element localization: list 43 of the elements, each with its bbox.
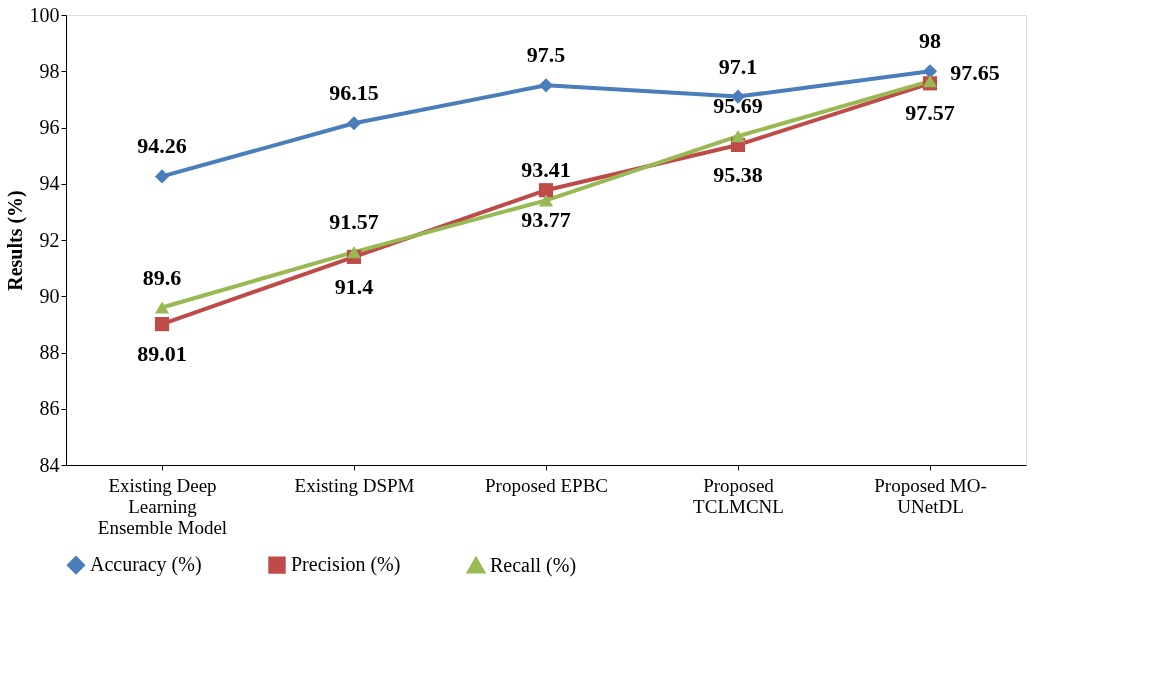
- data-label: 93.41: [521, 157, 571, 183]
- y-axis-title: Results (%): [3, 190, 27, 291]
- y-tick-label: 88: [39, 341, 60, 363]
- y-tick-label: 92: [39, 228, 60, 251]
- data-label: 95.69: [713, 93, 763, 119]
- point: [154, 169, 170, 184]
- x-tick-label: Existing DSPM: [294, 474, 415, 496]
- data-label: 89.01: [137, 341, 187, 367]
- data-label: 97.57: [905, 100, 955, 126]
- data-label: 97.1: [718, 53, 758, 79]
- point: [346, 245, 362, 259]
- y-tick-label: 84: [39, 453, 60, 476]
- data-label: 93.77: [521, 207, 571, 233]
- point: [730, 130, 746, 143]
- y-tick-label: 90: [39, 284, 60, 307]
- y-tick-label: 86: [39, 397, 60, 420]
- data-label: 91.57: [329, 209, 379, 235]
- data-label: 97.5: [526, 42, 566, 68]
- legend-label: Accuracy (%): [90, 553, 202, 577]
- point: [538, 183, 554, 198]
- point: [154, 317, 170, 332]
- point: [346, 116, 362, 131]
- data-label: 96.15: [329, 80, 379, 106]
- point: [538, 194, 554, 207]
- y-tick-label: 100: [29, 3, 60, 26]
- x-tick-label: Proposed EPBC: [485, 474, 608, 496]
- data-label: 97.65: [950, 60, 1000, 86]
- y-tick-label: 96: [39, 116, 60, 138]
- data-label: 94.26: [137, 133, 187, 159]
- data-label: 95.38: [713, 161, 763, 187]
- y-tick-label: 98: [39, 59, 60, 82]
- data-label: 89.6: [142, 264, 182, 290]
- point: [538, 78, 554, 93]
- y-tick-label: 94: [39, 172, 60, 195]
- x-tick-label: Proposed TCLMCNL: [693, 474, 784, 517]
- point: [922, 64, 938, 79]
- x-tick-label: Existing Deep Learning Ensemble Model: [97, 474, 228, 538]
- data-label: 91.4: [334, 273, 374, 299]
- legend-label: Precision (%): [291, 553, 401, 577]
- x-tick-label: Proposed MO-UNetDL: [874, 474, 987, 517]
- data-label: 98: [919, 28, 941, 54]
- legend-label: Recall (%): [490, 553, 577, 577]
- point: [154, 301, 170, 314]
